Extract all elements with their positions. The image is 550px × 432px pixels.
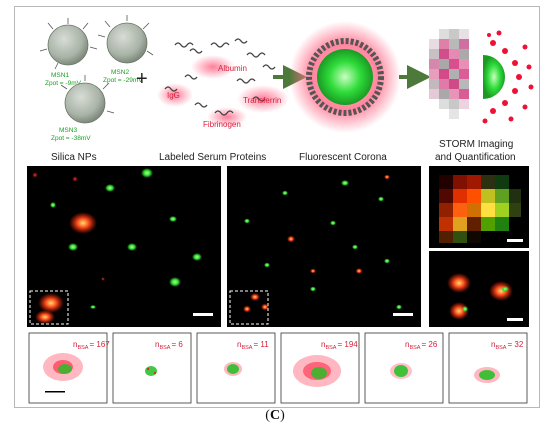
cluster-panel-5: nBSA= 26 <box>364 332 444 404</box>
storm-pixel-map <box>429 29 469 119</box>
micrograph-left <box>27 166 221 327</box>
protein-albumin: Albumin <box>218 64 247 73</box>
msn3-zpot: Zpot = -38mV <box>51 135 91 142</box>
serum-proteins-group: Albumin IgG Transferrin Fibrinogen <box>157 38 289 129</box>
label-serum-proteins: Labeled Serum Proteins <box>159 152 266 163</box>
cluster-4-value: = 194 <box>337 340 358 349</box>
msn2-name: MSN2 <box>111 69 129 76</box>
cluster-panel-4: nBSA= 194 <box>280 332 360 404</box>
protein-igg: IgG <box>167 91 180 100</box>
zoom-panel-bottom <box>429 251 529 327</box>
cluster-3-sub: BSA <box>241 345 252 351</box>
cluster-panel-2: nBSA= 6 <box>112 332 192 404</box>
silica-nps-group: MSN1 Zpot = -9mV MSN2 Zpot = -29mV MSN3 … <box>39 15 154 142</box>
cluster-4-sub: BSA <box>325 345 336 351</box>
msn1-name: MSN1 <box>51 72 69 79</box>
cluster-3-value: = 11 <box>253 340 269 349</box>
cluster-1-sub: BSA <box>77 345 88 351</box>
figure-svg: MSN1 Zpot = -9mV MSN2 Zpot = -29mV MSN3 … <box>27 15 534 404</box>
label-silica-nps: Silica NPs <box>51 152 97 163</box>
svg-text:nBSA= 26: nBSA= 26 <box>405 340 438 351</box>
cluster-panel-6: nBSA= 32 <box>448 332 528 404</box>
label-storm-line2: and Quantification <box>435 152 516 163</box>
zoom-panel-top <box>429 166 529 248</box>
cluster-2-value: = 6 <box>171 340 183 349</box>
cluster-1-n: n <box>73 340 77 349</box>
cluster-4-n: n <box>321 340 325 349</box>
scale-bar-zoom-bottom <box>507 318 523 321</box>
cluster-panel-3: nBSA= 11 <box>196 332 276 404</box>
protein-squiggles <box>164 38 276 116</box>
msn1-particle <box>39 18 98 70</box>
msn3-name: MSN3 <box>59 127 77 134</box>
cluster-2-n: n <box>155 340 159 349</box>
storm-half-particle <box>482 30 534 124</box>
caption-open: ( <box>265 408 270 423</box>
svg-text:nBSA= 11: nBSA= 11 <box>237 340 269 351</box>
caption-letter: C <box>269 408 281 423</box>
msn3-particle <box>60 75 115 124</box>
inset-box-left <box>29 290 69 325</box>
caption-close: ) <box>280 408 285 423</box>
msn2-zpot: Zpot = -29mV <box>103 77 143 84</box>
label-fluorescent-corona: Fluorescent Corona <box>299 152 387 163</box>
fluorescent-corona <box>289 21 401 133</box>
cluster-6-value: = 32 <box>507 340 523 349</box>
scale-bar-zoom-top <box>507 239 523 242</box>
figure-caption: (C) <box>0 408 550 424</box>
plus-sign: + <box>136 68 148 90</box>
cluster-6-n: n <box>491 340 495 349</box>
cluster-6-sub: BSA <box>495 345 506 351</box>
cluster-3-n: n <box>237 340 241 349</box>
micrograph-middle <box>227 166 421 327</box>
svg-text:nBSA= 6: nBSA= 6 <box>155 340 183 351</box>
protein-transferrin: Transferrin <box>243 96 281 105</box>
cluster-5-sub: BSA <box>409 345 420 351</box>
svg-text:nBSA= 32: nBSA= 32 <box>491 340 524 351</box>
cluster-5-n: n <box>405 340 409 349</box>
cluster-panel-1: nBSA= 167 <box>28 332 110 404</box>
cluster-1-value: = 167 <box>89 340 110 349</box>
scale-bar-middle <box>393 313 413 316</box>
msn1-zpot: Zpot = -9mV <box>45 80 82 87</box>
msn2-particle <box>97 15 154 64</box>
inset-box-middle <box>229 290 269 325</box>
scale-bar-left <box>193 313 213 316</box>
cluster-5-value: = 26 <box>421 340 437 349</box>
cluster-scale-bar <box>45 391 65 393</box>
label-storm-line1: STORM Imaging <box>439 139 513 150</box>
figure-frame: MSN1 Zpot = -9mV MSN2 Zpot = -29mV MSN3 … <box>14 6 540 408</box>
cluster-2-sub: BSA <box>159 345 170 351</box>
protein-fibrinogen: Fibrinogen <box>203 120 241 129</box>
svg-text:nBSA= 194: nBSA= 194 <box>321 340 358 351</box>
svg-text:nBSA= 167: nBSA= 167 <box>73 340 110 351</box>
